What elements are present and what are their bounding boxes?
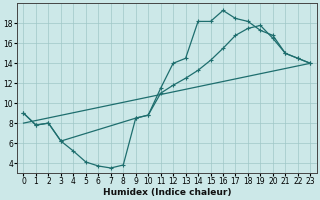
X-axis label: Humidex (Indice chaleur): Humidex (Indice chaleur)	[103, 188, 231, 197]
